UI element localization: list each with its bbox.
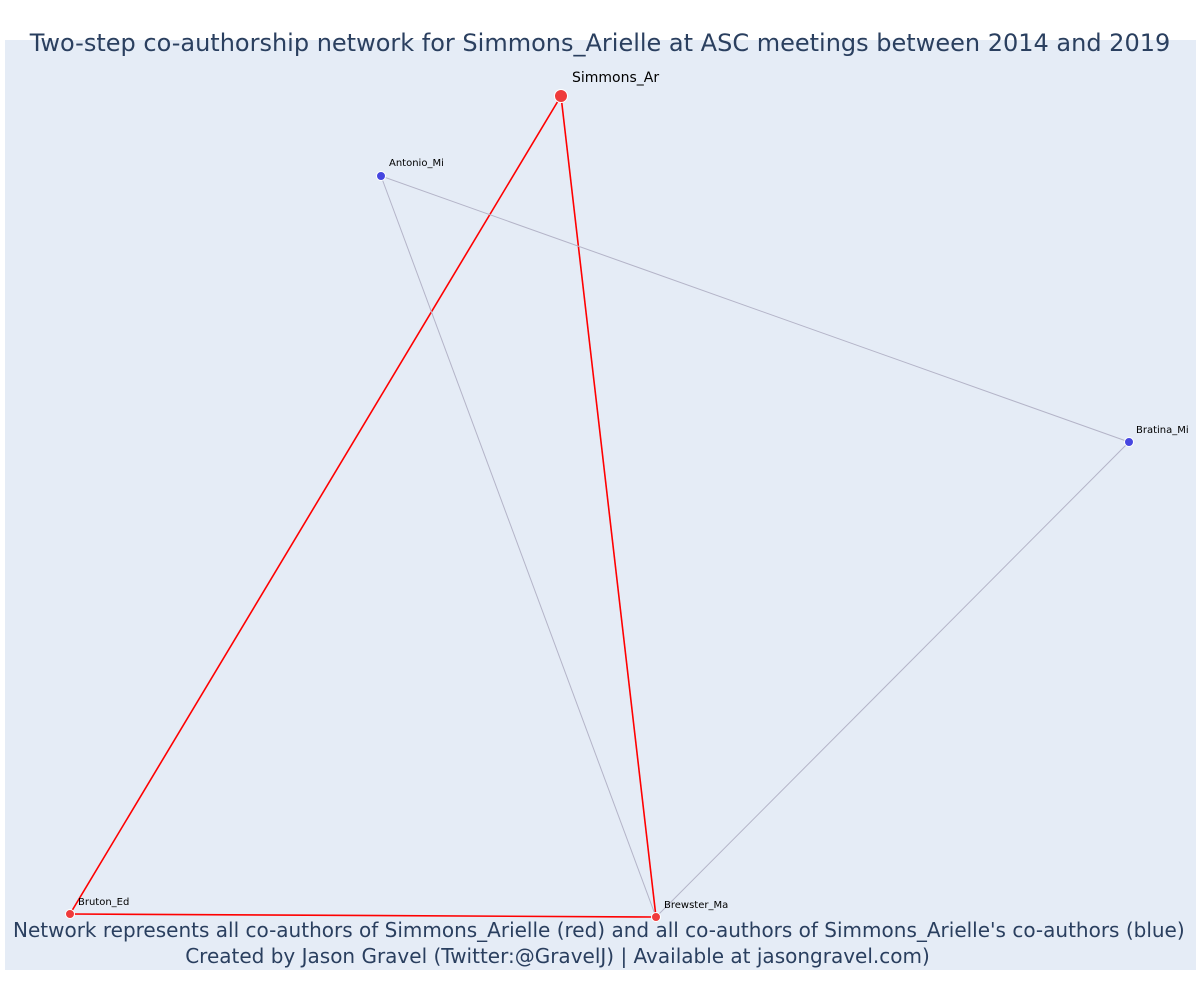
edge-Antonio_Mi-Brewster_Ma: [380, 175, 657, 918]
node-label-Simmons_Ar: Simmons_Ar: [572, 70, 659, 86]
node-label-Bratina_Mi: Bratina_Mi: [1136, 425, 1189, 436]
edge-Bratina_Mi-Brewster_Ma: [655, 441, 1130, 918]
labels-layer: Simmons_Ar Antonio_Mi Bratina_Mi Bruton_Ed B…: [78, 70, 1189, 911]
plot-area: [5, 40, 1196, 970]
node-Bratina_Mi[interactable]: [1124, 437, 1134, 447]
edge-Simmons_Ar-Brewster_Ma: [560, 95, 657, 918]
node-label-Bruton_Ed: Bruton_Ed: [78, 897, 129, 908]
node-Brewster_Ma[interactable]: [651, 912, 661, 922]
chart-title: Two-step co-authorship network for Simmo…: [29, 29, 1171, 57]
caption-line-2: Created by Jason Gravel (Twitter:@Gravel…: [185, 944, 930, 968]
caption-line-1: Network represents all co-authors of Sim…: [13, 918, 1185, 942]
edges-layer: [69, 95, 1130, 918]
edge-Simmons_Ar-Bruton_Ed: [69, 95, 562, 915]
node-label-Antonio_Mi: Antonio_Mi: [389, 158, 444, 169]
node-Simmons_Ar[interactable]: [554, 89, 568, 103]
node-Bruton_Ed[interactable]: [65, 909, 75, 919]
edge-Bruton_Ed-Brewster_Ma: [69, 913, 657, 918]
nodes-layer: [65, 89, 1134, 922]
node-label-Brewster_Ma: Brewster_Ma: [664, 900, 728, 911]
node-Antonio_Mi[interactable]: [376, 171, 386, 181]
edge-Antonio_Mi-Bratina_Mi: [380, 175, 1130, 443]
